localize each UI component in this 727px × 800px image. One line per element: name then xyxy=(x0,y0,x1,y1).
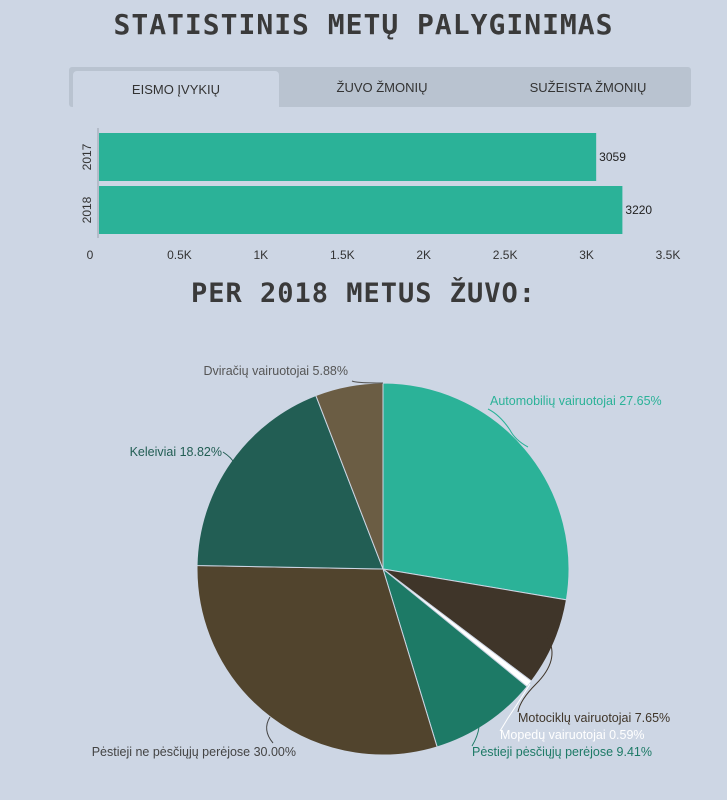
pie-leader-line xyxy=(471,726,480,747)
bar-chart: 3059 2017 3220 2018 0 0.5K 1K 1.5K 2K 2.5K 3K 3.5K xyxy=(80,128,681,262)
pie-slice-automobiliu[interactable] xyxy=(382,382,570,601)
x-tick-label: 1.5K xyxy=(330,248,355,262)
tab-eismo-ivykiu[interactable]: Eismo įvykių xyxy=(73,71,279,107)
pie-slice-pestieji_perejose[interactable] xyxy=(382,567,528,748)
tab-zuvo-zmoniu[interactable]: Žuvo žmonių xyxy=(336,79,428,95)
bar-2018[interactable] xyxy=(99,186,623,234)
x-tick-label: 0 xyxy=(87,248,94,262)
x-tick-label: 1K xyxy=(254,248,269,262)
bar-value-label: 3220 xyxy=(625,203,652,217)
pie-chart-title: PER 2018 METUS ŽUVO: xyxy=(190,278,537,309)
page-title: STATISTINIS METŲ PALYGINIMAS xyxy=(113,8,614,41)
pie-slice-label: Mopedų vairuotojai 0.59% xyxy=(500,728,645,742)
tab-bar: Eismo įvykių Žuvo žmonių Sužeista žmonių xyxy=(69,67,691,107)
pie-leader-line xyxy=(222,451,235,464)
y-tick-label: 2018 xyxy=(80,196,94,223)
pie-slice-label: Pėstieji ne pėsčiųjų perėjose 30.00% xyxy=(92,745,296,759)
tab-suzeista-zmoniu[interactable]: Sužeista žmonių xyxy=(529,79,647,95)
x-tick-label: 2K xyxy=(416,248,431,262)
x-tick-label: 3K xyxy=(579,248,594,262)
bar-value-label: 3059 xyxy=(599,150,626,164)
pie-leader-line xyxy=(266,716,274,744)
pie-leader-line xyxy=(351,380,384,384)
pie-leader-line xyxy=(499,683,531,732)
x-tick-label: 3.5K xyxy=(656,248,681,262)
pie-slice-pestieji_ne_perejose[interactable] xyxy=(196,564,438,756)
x-tick-label: 0.5K xyxy=(167,248,192,262)
pie-slice-label: Dviračių vairuotojai 5.88% xyxy=(203,364,348,378)
pie-slice-label: Pėstieji pėsčiųjų perėjose 9.41% xyxy=(472,745,652,759)
y-tick-label: 2017 xyxy=(80,143,94,170)
x-tick-label: 2.5K xyxy=(493,248,518,262)
pie-slice-label: Motociklų vairuotojai 7.65% xyxy=(518,711,670,725)
bar-2017[interactable] xyxy=(99,133,597,181)
pie-slice-keleiviai[interactable] xyxy=(196,394,384,570)
pie-slice-label: Keleiviai 18.82% xyxy=(130,445,222,459)
pie-leader-line xyxy=(517,637,553,713)
pie-leader-line xyxy=(487,408,529,448)
pie-slice-label: Automobilių vairuotojai 27.65% xyxy=(490,394,662,408)
